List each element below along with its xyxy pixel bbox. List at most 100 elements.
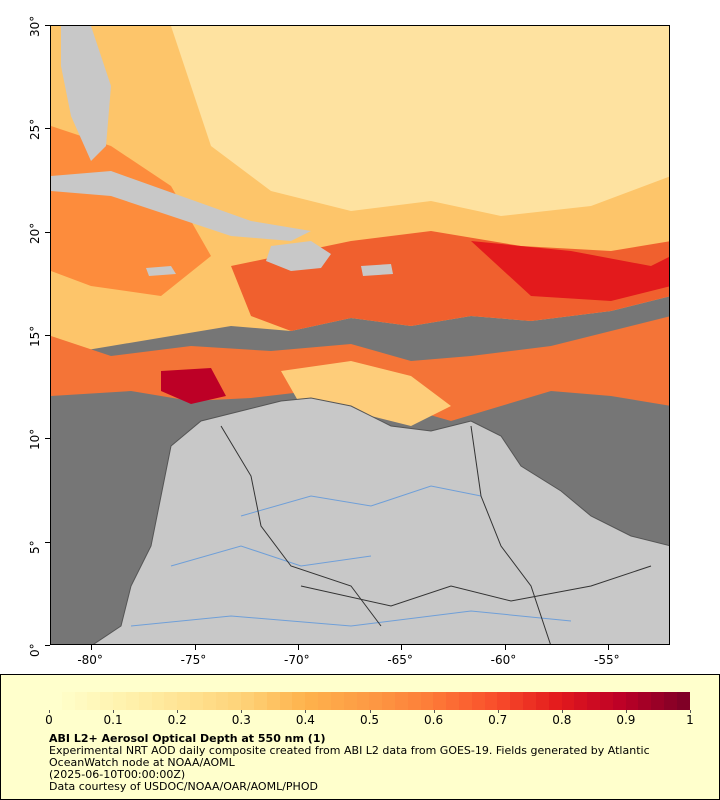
colorbar-swatch bbox=[510, 692, 524, 710]
aod-high-band-2 bbox=[471, 241, 669, 301]
lat-tick-label: 10° bbox=[28, 429, 42, 451]
river-orinoco bbox=[240, 485, 482, 517]
colorbar-swatch bbox=[664, 692, 677, 710]
colorbar-swatch bbox=[279, 692, 293, 710]
colorbar-swatch bbox=[382, 692, 395, 710]
border-colombia-venezuela bbox=[220, 425, 382, 627]
colorbar-tick-mark bbox=[305, 710, 307, 713]
colorbar-swatch bbox=[420, 692, 434, 710]
colorbar-swatch bbox=[407, 692, 421, 710]
lat-tick-label: 20° bbox=[28, 222, 42, 244]
legend-text: ABI L2+ Aerosol Optical Depth at 550 nm … bbox=[49, 733, 650, 793]
colorbar-swatch bbox=[241, 692, 254, 710]
colorbar-swatch bbox=[87, 692, 101, 710]
colorbar-swatch bbox=[292, 692, 306, 710]
colorbar-tick-label: 0.2 bbox=[167, 713, 187, 727]
colorbar-swatch bbox=[330, 692, 344, 710]
colorbar-swatch bbox=[446, 692, 459, 710]
river-meta bbox=[170, 545, 372, 567]
legend-line-2: OceanWatch node at NOAA/AOML bbox=[49, 756, 235, 769]
land-florida bbox=[61, 26, 111, 161]
land-cuba bbox=[51, 171, 311, 241]
colorbar-tick-label: 0.3 bbox=[231, 713, 251, 727]
colorbar-swatch bbox=[164, 692, 178, 710]
legend-line-4: Data courtesy of USDOC/NOAA/OAR/AOML/PHO… bbox=[49, 780, 318, 793]
lat-tick-mark bbox=[45, 541, 50, 543]
colorbar-swatch bbox=[484, 692, 498, 710]
colorbar-swatch bbox=[100, 692, 114, 710]
colorbar-swatch bbox=[61, 692, 75, 710]
lon-tick-label: -75° bbox=[180, 653, 207, 667]
colorbar-swatch bbox=[228, 692, 242, 710]
lat-tick-mark bbox=[45, 645, 50, 646]
lat-tick-label: 30° bbox=[28, 15, 42, 37]
legend-line-3: (2025-06-10T00:00:00Z) bbox=[49, 768, 186, 781]
colorbar-swatch bbox=[369, 692, 383, 710]
colorbar-tick-mark bbox=[369, 710, 371, 713]
colorbar-tick-label: 0.8 bbox=[552, 713, 572, 727]
colorbar-swatch bbox=[625, 692, 639, 710]
colorbar-tick-mark bbox=[625, 710, 627, 713]
lat-tick-mark bbox=[45, 128, 50, 130]
colorbar bbox=[49, 692, 690, 710]
colorbar-swatch bbox=[254, 692, 267, 710]
colorbar-tick-label: 0.4 bbox=[295, 713, 315, 727]
lat-tick-mark bbox=[45, 25, 50, 26]
colorbar-tick-mark bbox=[49, 710, 50, 713]
lon-tick-label: -55° bbox=[594, 653, 620, 667]
colorbar-swatch bbox=[138, 692, 152, 710]
colorbar-swatch bbox=[394, 692, 408, 710]
colorbar-swatch bbox=[151, 692, 165, 710]
colorbar-swatch bbox=[599, 692, 613, 710]
lat-tick-mark bbox=[45, 335, 50, 336]
legend-title: ABI L2+ Aerosol Optical Depth at 550 nm … bbox=[49, 732, 326, 745]
river-amazon bbox=[130, 610, 572, 627]
colorbar-tick-mark bbox=[113, 710, 115, 713]
colorbar-swatch bbox=[638, 692, 652, 710]
lat-tick-label: 25° bbox=[28, 119, 42, 141]
colorbar-swatch bbox=[561, 692, 575, 710]
legend-panel: 0 0.1 0.2 0.3 0.4 0.5 0.6 0.7 0.8 0.9 1 ABI L2+ Ae… bbox=[0, 674, 720, 800]
land-jamaica bbox=[146, 266, 176, 276]
lon-tick-mark bbox=[194, 645, 196, 650]
lat-tick-label: 15° bbox=[28, 325, 42, 347]
colorbar-swatch bbox=[535, 692, 549, 710]
colorbar-tick-mark bbox=[497, 710, 499, 713]
border-brazil bbox=[300, 565, 652, 607]
lon-tick-label: -80° bbox=[77, 653, 103, 667]
aod-field-west bbox=[51, 126, 211, 296]
colorbar-tick-mark bbox=[690, 710, 691, 713]
map-area bbox=[50, 25, 670, 645]
colorbar-swatch bbox=[318, 692, 331, 710]
colorbar-tick-mark bbox=[241, 710, 243, 713]
colorbar-swatch bbox=[74, 692, 88, 710]
colorbar-swatch bbox=[177, 692, 190, 710]
lon-tick-label: -70° bbox=[284, 653, 310, 667]
colorbar-swatch bbox=[356, 692, 370, 710]
colorbar-tick-label: 0.1 bbox=[103, 713, 123, 727]
colorbar-swatch bbox=[49, 692, 62, 710]
colorbar-tick-label: 0.7 bbox=[488, 713, 508, 727]
colorbar-swatch bbox=[433, 692, 447, 710]
colorbar-swatch bbox=[587, 692, 600, 710]
colorbar-swatch bbox=[266, 692, 280, 710]
colorbar-swatch bbox=[471, 692, 485, 710]
aod-field-yellow bbox=[281, 361, 451, 426]
colorbar-tick-label: 1 bbox=[686, 713, 694, 727]
colorbar-swatch bbox=[305, 692, 319, 710]
colorbar-swatch bbox=[612, 692, 626, 710]
aod-field-light bbox=[171, 26, 669, 216]
lon-tick-mark bbox=[608, 645, 609, 650]
lon-tick-label: -60° bbox=[490, 653, 517, 667]
lon-tick-mark bbox=[504, 645, 506, 650]
aod-map bbox=[51, 26, 669, 644]
aod-darkred-patch bbox=[161, 368, 226, 404]
colorbar-swatch bbox=[497, 692, 511, 710]
lat-tick-label: 0° bbox=[28, 643, 42, 657]
legend-line-1: Experimental NRT AOD daily composite cre… bbox=[49, 744, 650, 757]
colorbar-tick-label: 0.9 bbox=[616, 713, 636, 727]
lon-tick-label: -65° bbox=[387, 653, 413, 667]
lat-tick-mark bbox=[45, 438, 50, 440]
colorbar-swatch bbox=[125, 692, 139, 710]
colorbar-swatch bbox=[548, 692, 562, 710]
